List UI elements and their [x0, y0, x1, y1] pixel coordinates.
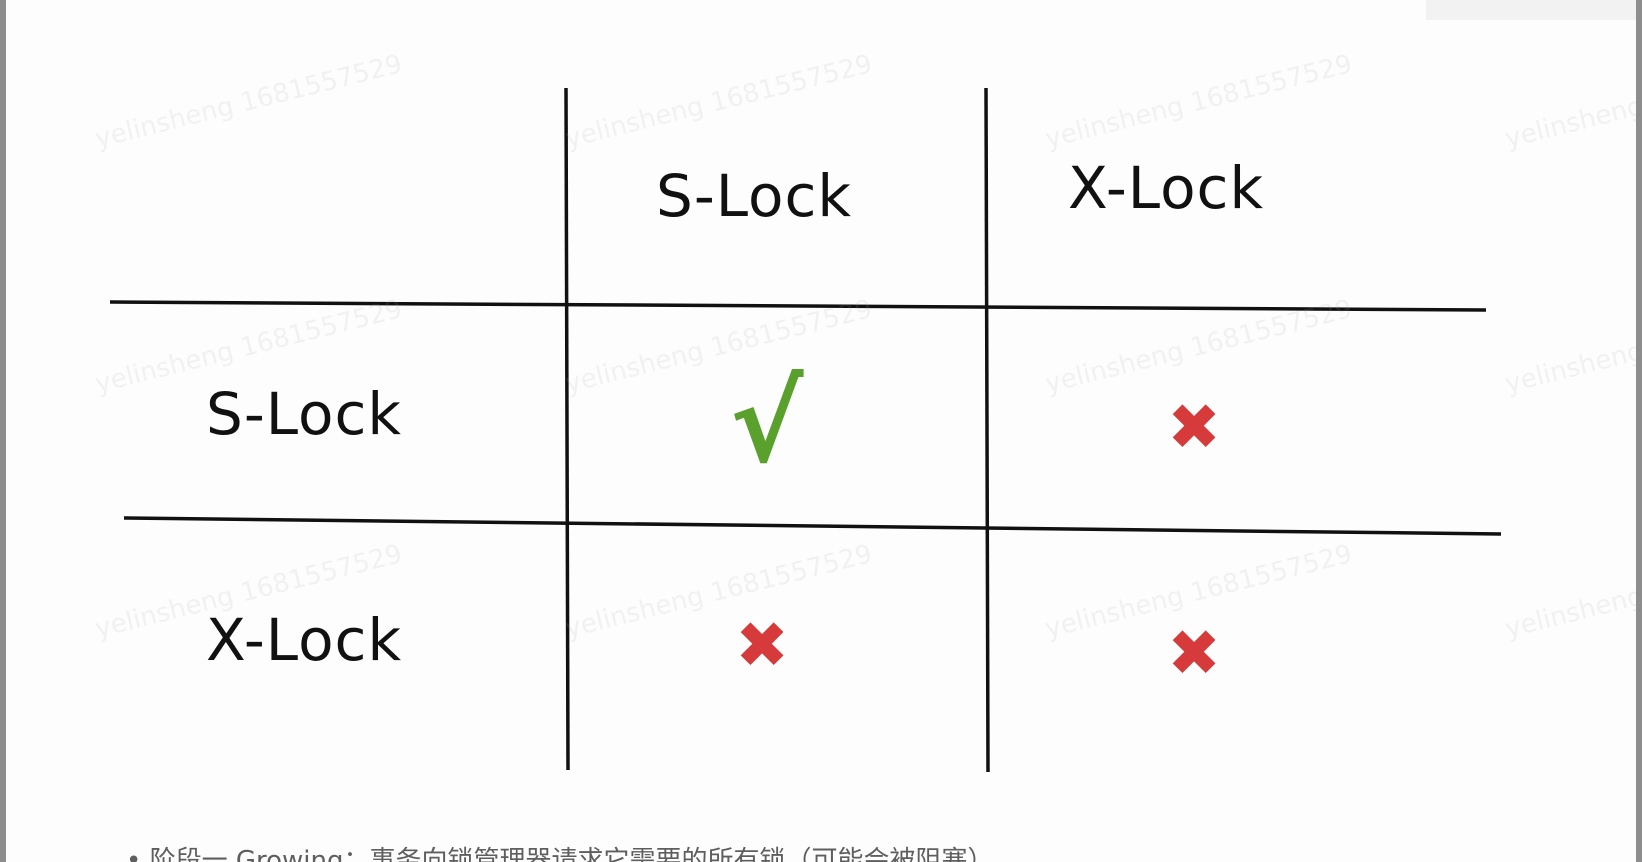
horizontal-line-2 [123, 516, 1502, 536]
column-header-s-lock: S-Lock [656, 162, 853, 230]
row-header-s-lock: S-Lock [206, 380, 403, 448]
lock-compatibility-diagram: S-Lock X-Lock S-Lock X-Lock √ ✖ ✖ ✖ [6, 0, 1636, 862]
vertical-line-1 [564, 87, 570, 771]
column-header-x-lock: X-Lock [1068, 154, 1265, 222]
vertical-line-2 [984, 87, 990, 773]
horizontal-line-1 [109, 300, 1487, 312]
check-icon: √ [730, 359, 804, 487]
screenshot-frame: S-Lock X-Lock S-Lock X-Lock √ ✖ ✖ ✖ yeli… [6, 0, 1636, 862]
cross-icon: ✖ [735, 609, 789, 683]
cross-icon: ✖ [1167, 617, 1221, 691]
cross-icon: ✖ [1167, 391, 1221, 465]
grid-lines [109, 87, 1502, 773]
footer-text: • 阶段一 Growing：事务向锁管理器请求它需要的所有锁（可能会被阻塞）， [126, 846, 1007, 862]
top-right-strip [1426, 0, 1636, 20]
row-header-x-lock: X-Lock [206, 606, 403, 674]
